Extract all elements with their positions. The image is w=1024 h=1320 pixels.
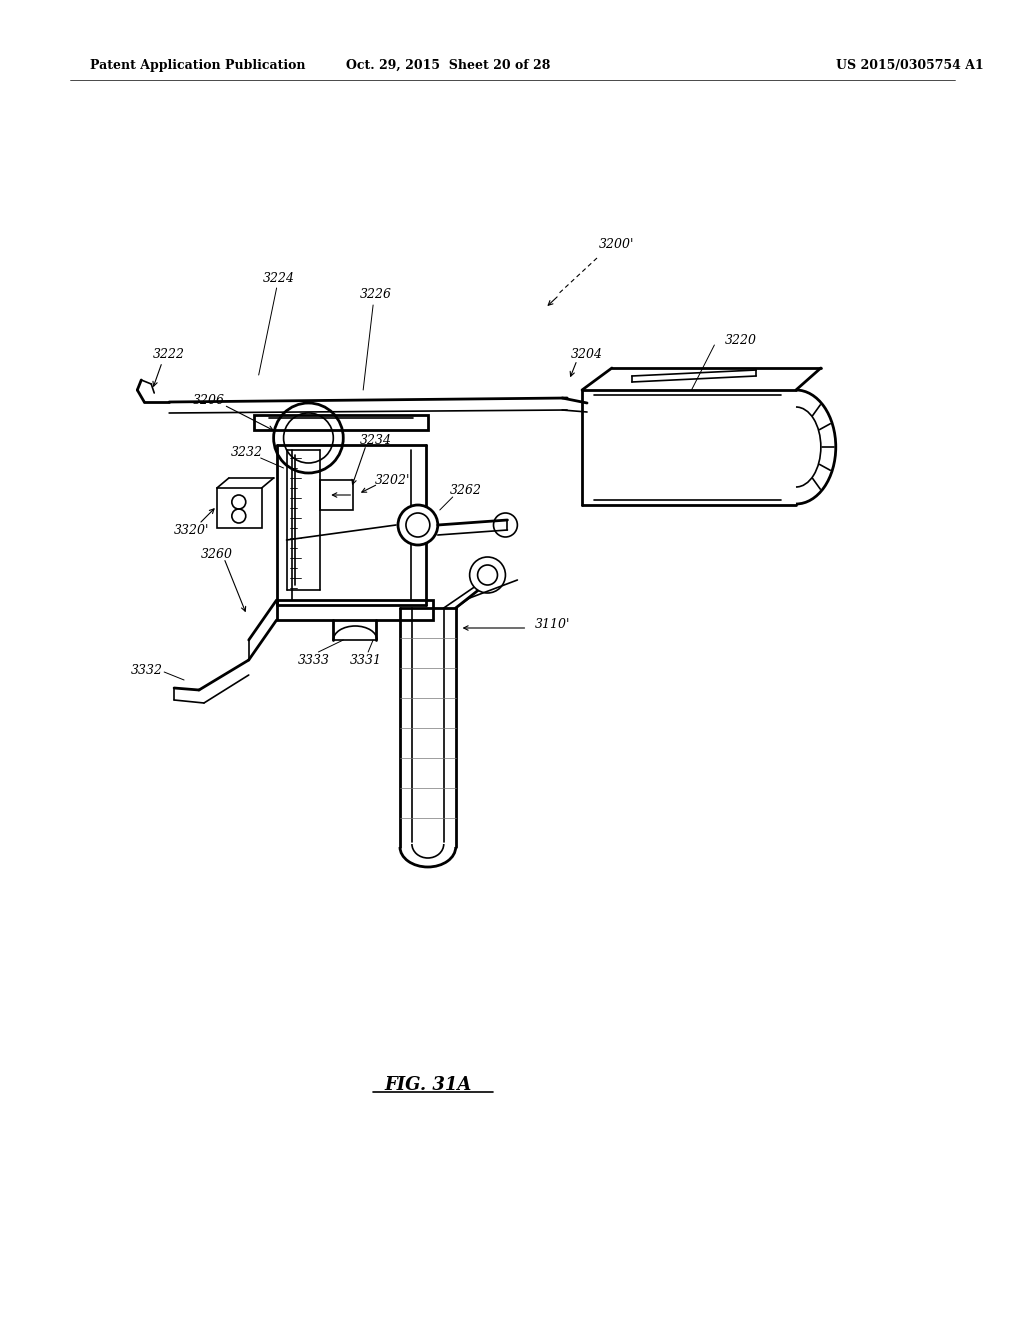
Text: 3332: 3332 bbox=[131, 664, 163, 676]
Text: 3224: 3224 bbox=[262, 272, 295, 285]
Circle shape bbox=[398, 506, 438, 545]
Text: 3220: 3220 bbox=[725, 334, 758, 346]
Text: US 2015/0305754 A1: US 2015/0305754 A1 bbox=[836, 58, 983, 71]
Text: 3234: 3234 bbox=[360, 433, 392, 446]
Text: Oct. 29, 2015  Sheet 20 of 28: Oct. 29, 2015 Sheet 20 of 28 bbox=[345, 58, 550, 71]
Text: 3331: 3331 bbox=[350, 653, 382, 667]
Text: 3110': 3110' bbox=[535, 619, 570, 631]
Text: 3222: 3222 bbox=[154, 348, 185, 362]
Text: 3202': 3202' bbox=[376, 474, 411, 487]
Text: FIG. 31A: FIG. 31A bbox=[384, 1076, 471, 1094]
Text: Patent Application Publication: Patent Application Publication bbox=[89, 58, 305, 71]
Text: 3226: 3226 bbox=[360, 289, 392, 301]
Text: 3333: 3333 bbox=[297, 653, 330, 667]
Text: 3206: 3206 bbox=[193, 393, 225, 407]
Text: 3320': 3320' bbox=[173, 524, 209, 536]
Text: 3262: 3262 bbox=[450, 483, 481, 496]
Text: 3260: 3260 bbox=[201, 549, 232, 561]
Text: 3232: 3232 bbox=[230, 446, 263, 459]
Text: 3204: 3204 bbox=[571, 348, 603, 362]
Circle shape bbox=[470, 557, 506, 593]
Text: 3200': 3200' bbox=[599, 239, 635, 252]
